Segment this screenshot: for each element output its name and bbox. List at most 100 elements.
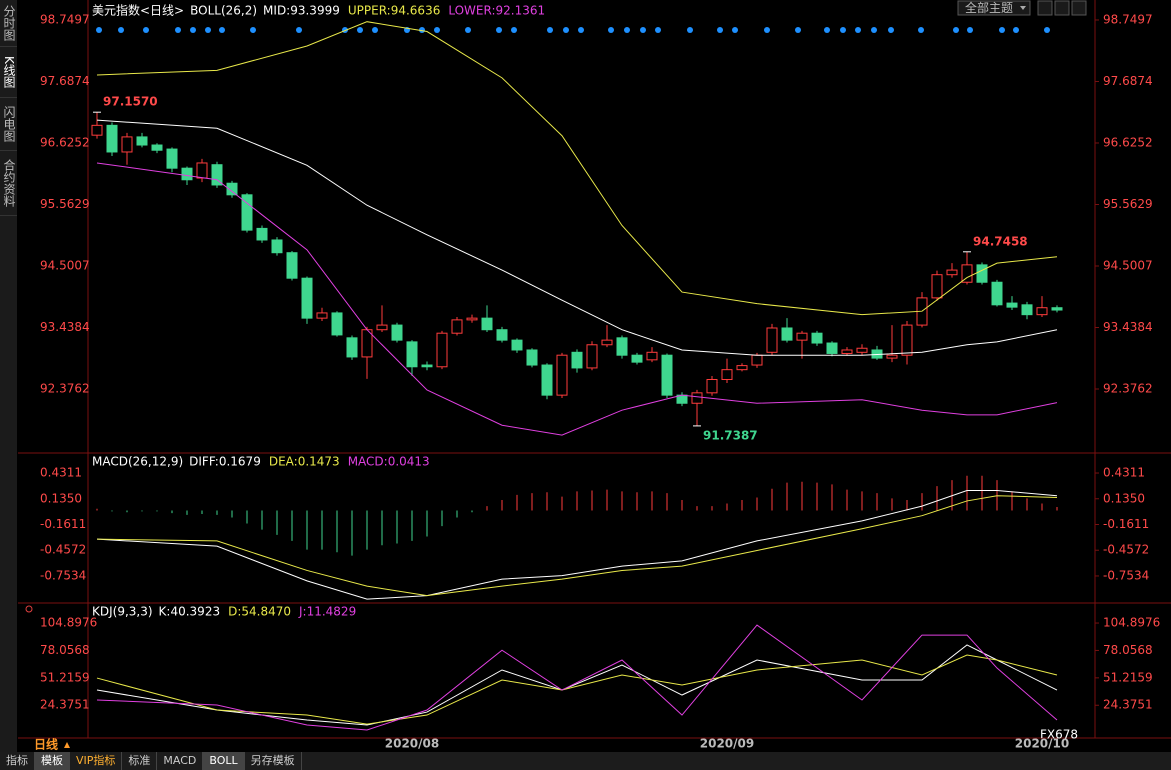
y-tick-label: 96.6252 [1103,135,1153,149]
legend-entry: D:54.8470 [228,605,291,619]
tab[interactable]: 标准 [122,752,158,770]
candle-body [721,369,733,381]
signal-dot [999,27,1005,33]
y-tick-label: 51.2159 [1103,670,1153,684]
candle-body [946,269,958,276]
signal-dot [840,27,846,33]
candle-body [196,162,208,179]
candle-body [556,354,568,396]
y-tick-label: 94.5007 [1103,258,1153,272]
y-tick-label: 24.3751 [40,698,90,712]
y-tick-label: 95.5629 [1103,197,1153,211]
y-tick-label: -0.7534 [1103,568,1149,582]
signal-dot [296,27,302,33]
tool-button[interactable] [1037,0,1053,16]
signal-dot [855,27,861,33]
y-tick-label: 96.6252 [40,135,90,149]
signal-dot [764,27,770,33]
y-tick-label: 24.3751 [1103,698,1153,712]
y-tick-label: 98.7497 [40,12,90,26]
tab[interactable]: 模板 [35,752,70,770]
candle-body [226,182,238,196]
signal-dot [795,27,801,33]
signal-dot [578,27,584,33]
y-tick-label: 78.0568 [40,643,90,657]
candle-body [976,264,988,283]
annotation: 94.7458 [973,234,1028,248]
signal-dot [687,27,693,33]
candle-body [181,167,193,181]
candle-body [241,194,253,231]
x-tick-label: 2020/10 [1015,737,1069,751]
y-tick-label: 97.6874 [1103,74,1153,88]
candle-body [841,349,853,354]
signal-dot [465,27,471,33]
signal-dot [563,27,569,33]
candle-body [121,136,133,153]
y-tick-label: -0.1611 [40,517,86,531]
signal-dot [888,27,894,33]
sidebar-tab[interactable]: 分时图 [0,0,17,47]
candle-body [601,339,613,346]
candle-body [706,379,718,394]
candle-body [766,327,778,353]
x-tick-label: 2020/09 [700,737,754,751]
candle-body [811,332,823,344]
panel-icon [25,605,33,613]
candle-body [436,332,448,368]
tab[interactable]: MACD [157,752,204,770]
indicator-line [96,490,1058,600]
signal-dot [357,27,363,33]
sidebar-tab[interactable]: K线图 [0,47,17,98]
tab[interactable]: 另存模板 [245,752,302,770]
legend-entry: MID:93.3999 [263,4,340,18]
tool-button[interactable] [1054,0,1070,16]
candle-body [526,349,538,366]
theme-dropdown[interactable] [957,0,1031,16]
sidebar-filler [0,216,17,753]
background [18,0,1171,752]
dropdown-arrow [1020,6,1026,10]
signal-dot [250,27,256,33]
tool-button[interactable] [1071,0,1087,16]
y-tick-label: 51.2159 [40,670,90,684]
signal-dot [419,27,425,33]
signal-dot [717,27,723,33]
candle-body [856,347,868,353]
y-tick-label: -0.1611 [1103,517,1149,531]
candle-body [826,342,838,354]
candle-body [406,341,418,368]
candle-body [376,324,388,331]
indicator-line [96,495,1058,597]
tab[interactable]: VIP指标 [70,752,123,770]
candle-body [886,354,898,359]
candle-body [451,319,463,334]
indicator-line [96,654,1058,725]
signal-dot [96,27,102,33]
candle-body [481,317,493,331]
candle-body [301,277,313,319]
signal-dot [824,27,830,33]
indicator-line [96,624,1058,731]
candle-body [586,344,598,369]
sidebar-tab[interactable]: 闪电图 [0,98,17,151]
panel-title: KDJ(9,3,3) [92,605,153,619]
candle-body [331,312,343,336]
signal-dot [655,27,661,33]
signal-dot [511,27,517,33]
y-tick-label: 0.4311 [40,466,82,480]
sidebar-tab[interactable]: 合约资料 [0,151,17,216]
tab[interactable]: 指标 [0,752,35,770]
legend-entry: K:40.3923 [159,605,221,619]
signal-dot [190,27,196,33]
tab[interactable]: BOLL [203,752,245,770]
chart: 全部主题 日线 FX678 98.7497 98.7497 97.6874 97.68… [18,0,1171,752]
candle-body [421,364,433,368]
candle-body [271,239,283,254]
signal-dot [372,27,378,33]
candle-body [211,164,223,186]
y-tick-label: 98.7497 [1103,12,1153,26]
period-arrow [64,742,70,748]
candle-body [661,354,673,396]
x-tick-label: 2020/08 [385,737,439,751]
